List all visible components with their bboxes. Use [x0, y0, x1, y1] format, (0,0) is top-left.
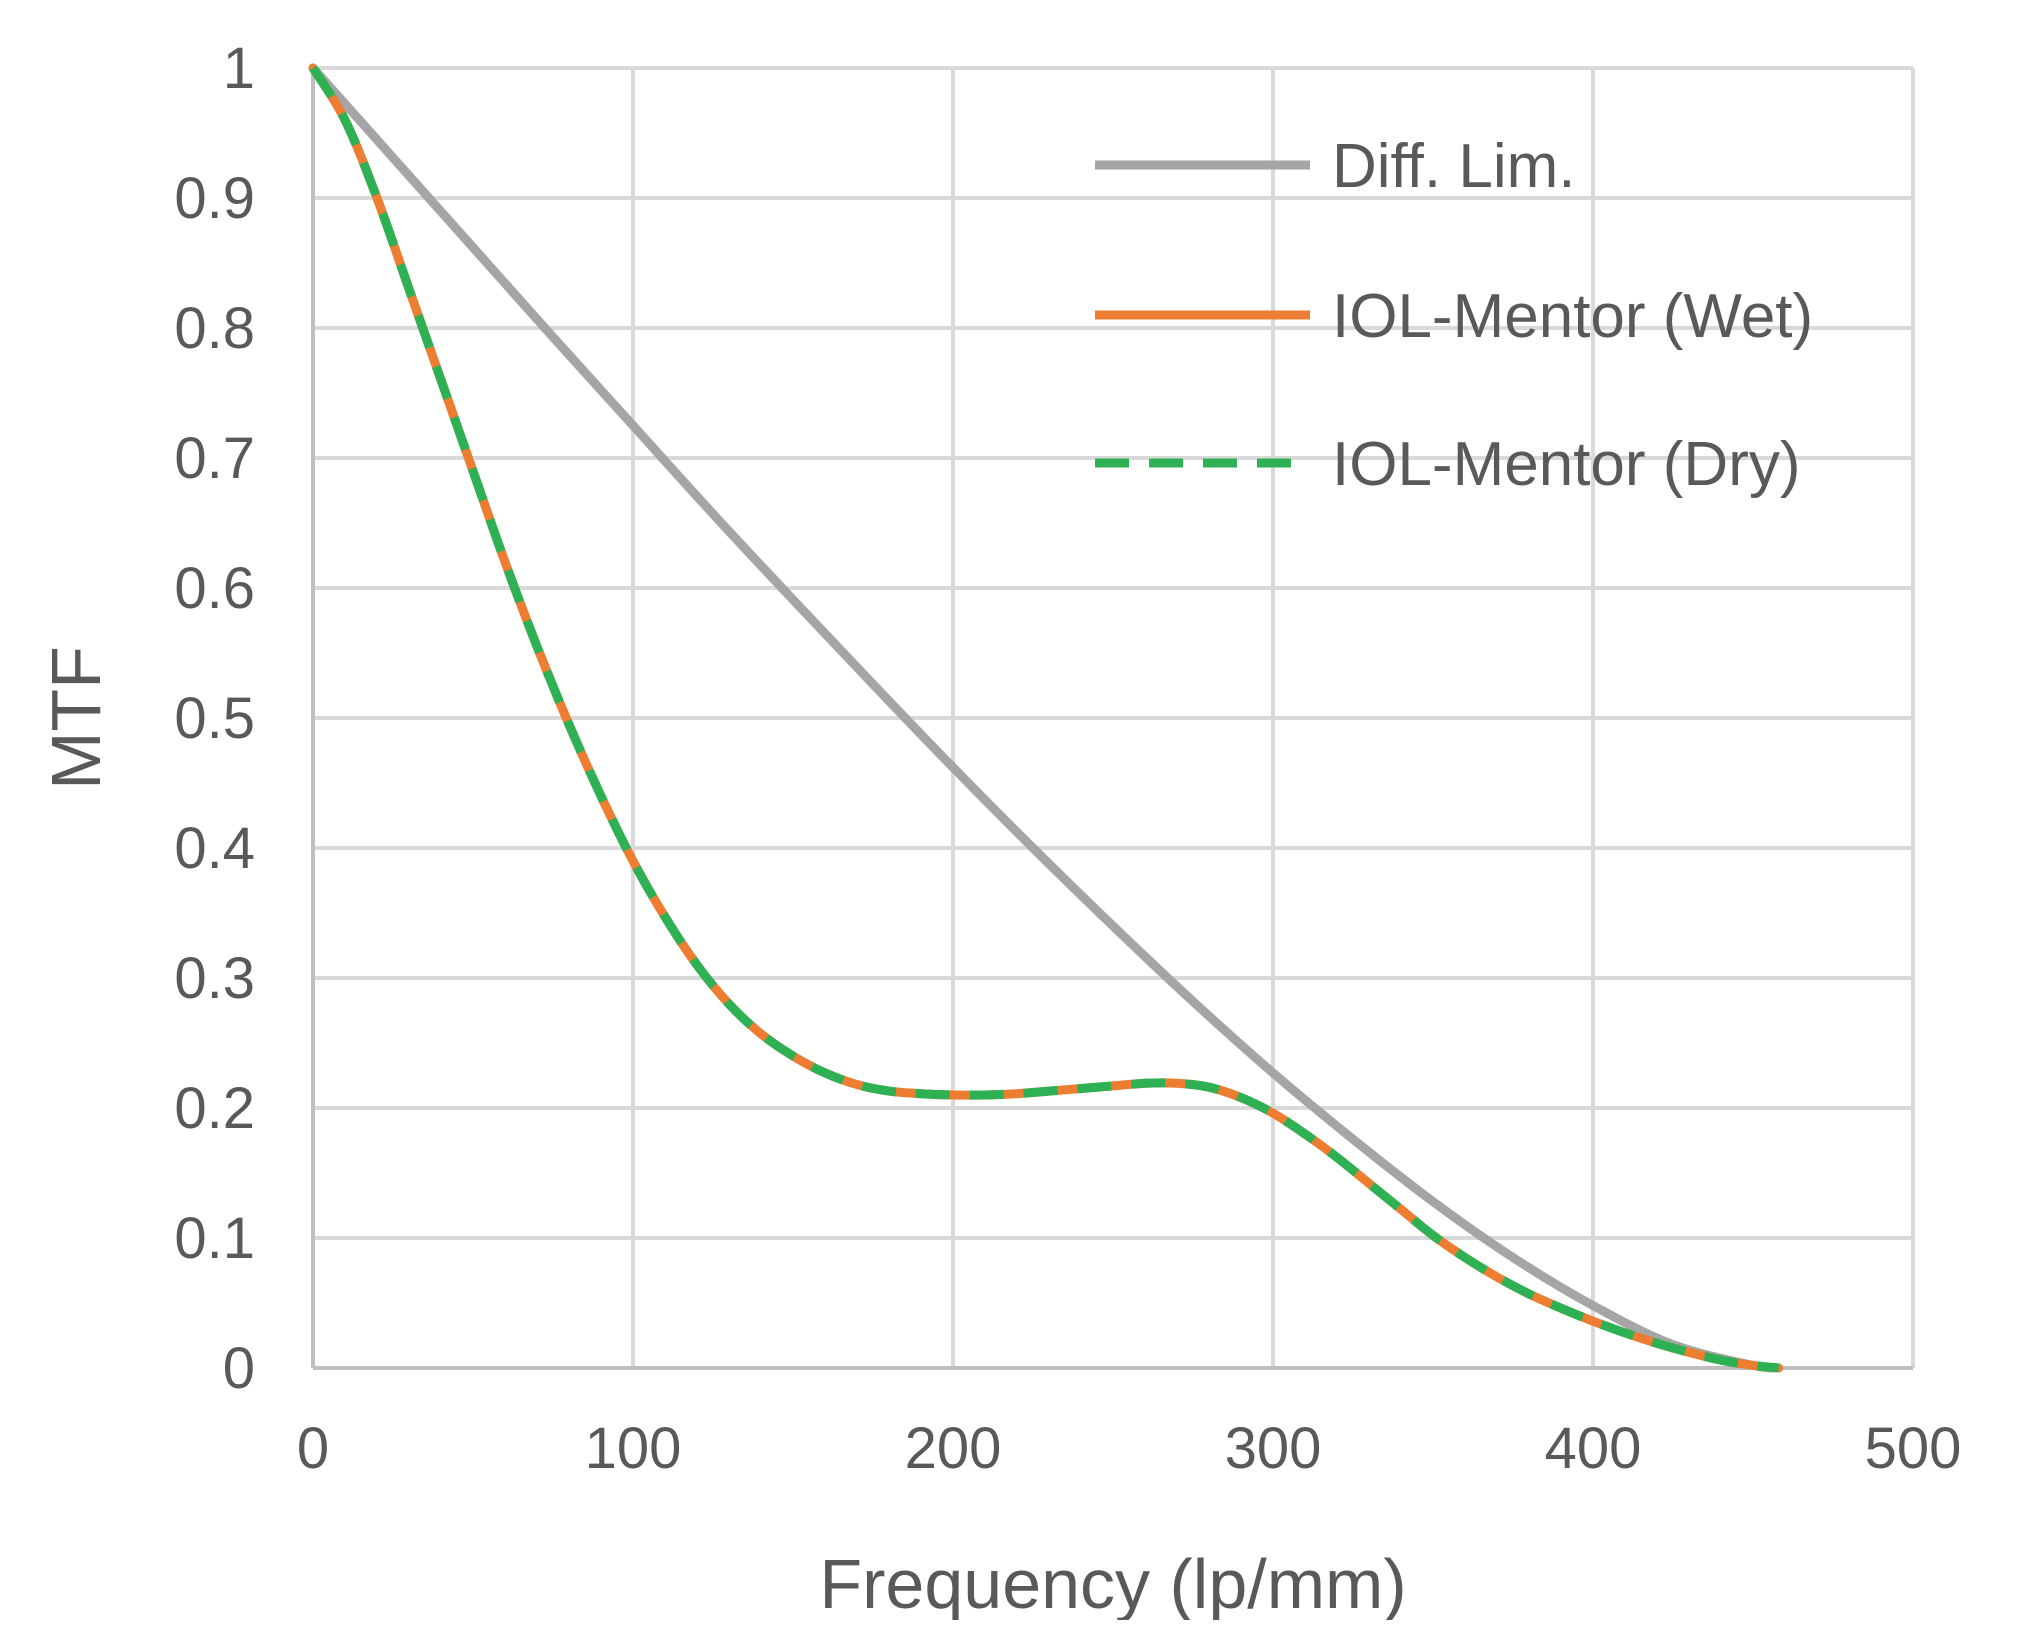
x-tick-label: 500 — [1865, 1416, 1962, 1481]
series-lines — [308, 63, 1784, 1373]
x-tick-label: 100 — [585, 1416, 682, 1481]
y-tick-label: 1 — [223, 36, 255, 101]
y-tick-label: 0.1 — [174, 1206, 255, 1271]
legend-label: IOL-Mentor (Dry) — [1332, 430, 1800, 499]
legend-entry-iol-dry: IOL-Mentor (Dry) — [1095, 430, 1800, 499]
y-axis-title: MTF — [37, 646, 115, 790]
y-tick-label: 0.8 — [174, 296, 255, 361]
x-axis-title: Frequency (lp/mm) — [819, 1545, 1406, 1620]
y-tick-label: 0.3 — [174, 946, 255, 1011]
y-tick-label: 0 — [223, 1336, 255, 1401]
x-tick-label: 400 — [1545, 1416, 1642, 1481]
legend: Diff. Lim. IOL-Mentor (Wet) IOL-Mentor (Dr… — [1095, 132, 1813, 499]
legend-entry-diff-lim: Diff. Lim. — [1095, 132, 1575, 201]
series-line-iol-dry — [309, 65, 1780, 1373]
y-tick-label: 0.9 — [174, 166, 255, 231]
legend-label: Diff. Lim. — [1332, 132, 1575, 201]
x-tick-label: 200 — [905, 1416, 1002, 1481]
y-tick-label: 0.7 — [174, 426, 255, 491]
y-tick-label: 0.2 — [174, 1076, 255, 1141]
axes — [311, 68, 1913, 1370]
x-tick-label: 0 — [297, 1416, 329, 1481]
y-tick-label: 0.6 — [174, 556, 255, 621]
y-tick-label: 0.4 — [174, 816, 255, 881]
tick-labels: 0 0.1 0.2 0.3 0.4 0.5 0.6 0.7 0.8 0.9 1 0 100 200 300 4… — [174, 36, 1961, 1481]
series-line-diff-lim — [308, 63, 1784, 1373]
legend-entry-iol-wet: IOL-Mentor (Wet) — [1095, 282, 1813, 351]
legend-label: IOL-Mentor (Wet) — [1332, 282, 1813, 351]
gridlines — [311, 66, 1915, 1370]
y-tick-label: 0.5 — [174, 686, 255, 751]
x-tick-label: 300 — [1225, 1416, 1322, 1481]
